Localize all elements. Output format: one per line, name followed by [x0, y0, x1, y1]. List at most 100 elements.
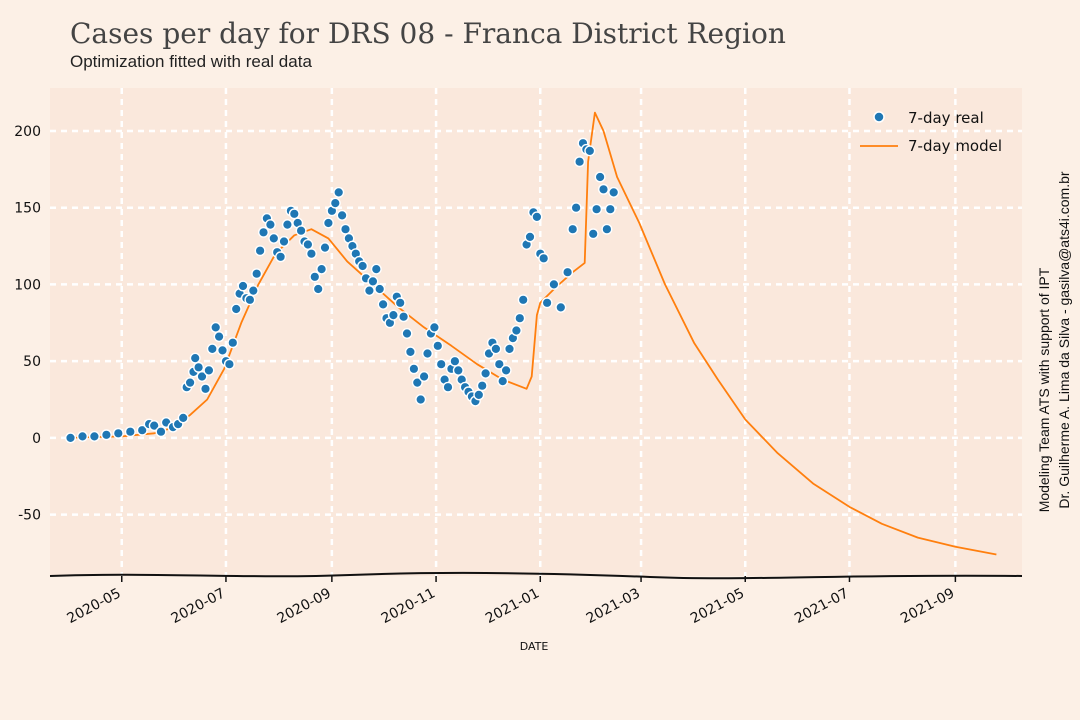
real-point: [370, 263, 382, 275]
real-point: [309, 271, 321, 283]
real-point: [88, 430, 100, 442]
real-point: [548, 278, 560, 290]
real-point: [538, 252, 550, 264]
x-tick-label: 2021-09: [898, 585, 957, 627]
real-point: [329, 197, 341, 209]
real-point: [524, 231, 536, 243]
y-tick-label: -50: [18, 508, 41, 524]
real-point: [223, 358, 235, 370]
real-point: [500, 364, 512, 376]
real-point: [112, 427, 124, 439]
x-tick-label: 2020-11: [379, 585, 438, 627]
model-line: [70, 111, 997, 556]
real-point: [394, 297, 406, 309]
real-point: [449, 355, 461, 367]
grid: [50, 88, 1022, 576]
real-point: [213, 331, 225, 343]
real-point: [608, 186, 620, 198]
real-point: [312, 283, 324, 295]
real-point: [574, 156, 586, 168]
real-point: [476, 380, 488, 392]
real-point: [333, 186, 345, 198]
real-point: [401, 328, 413, 340]
real-point: [177, 412, 189, 424]
real-point: [295, 225, 307, 237]
real-point: [155, 426, 167, 438]
real-point: [562, 266, 574, 278]
x-axis-label: DATE: [520, 640, 549, 653]
real-point: [363, 285, 375, 297]
real-point: [555, 301, 567, 313]
x-tick-label: 2020-07: [169, 585, 228, 627]
legend-label-model: 7-day model: [908, 137, 1002, 155]
real-point: [570, 202, 582, 214]
real-point: [408, 363, 420, 375]
real-point: [377, 298, 389, 310]
real-point: [493, 358, 505, 370]
real-point: [404, 346, 416, 358]
real-point: [587, 228, 599, 240]
real-point: [367, 275, 379, 287]
y-tick-label: 100: [14, 277, 41, 293]
real-point: [601, 223, 613, 235]
real-point: [567, 223, 579, 235]
real-point: [316, 263, 328, 275]
x-tick-label: 2020-09: [275, 585, 334, 627]
real-point: [196, 371, 208, 383]
real-point: [216, 344, 228, 356]
real-point: [598, 183, 610, 195]
legend-label-real: 7-day real: [908, 109, 984, 127]
real-point: [322, 217, 334, 229]
real-point: [302, 238, 314, 250]
real-points-group: [64, 137, 620, 444]
x-tick-label: 2021-01: [483, 585, 542, 627]
real-point: [340, 223, 352, 235]
real-point: [288, 208, 300, 220]
real-point: [411, 377, 423, 389]
real-point: [264, 219, 276, 231]
real-point: [374, 283, 386, 295]
real-point: [594, 171, 606, 183]
real-point: [237, 280, 249, 292]
real-point: [281, 219, 293, 231]
real-point: [435, 358, 447, 370]
legend: 7-day real 7-day model: [860, 109, 1002, 155]
real-point: [244, 294, 256, 306]
real-point: [387, 309, 399, 321]
real-point: [247, 285, 259, 297]
real-point: [415, 394, 427, 406]
x-tick-labels: 2020-05 2020-07 2020-09 2020-11 2021-01 2021-…: [64, 576, 957, 627]
real-point: [584, 145, 596, 157]
x-tick-label: 2021-05: [688, 585, 747, 627]
real-point: [254, 245, 266, 257]
chart-title: Cases per day for DRS 08 - Franca Distri…: [70, 17, 786, 50]
x-tick-label: 2020-05: [64, 585, 123, 627]
y-tick-label: 200: [14, 124, 41, 140]
real-point: [305, 248, 317, 260]
real-point: [398, 311, 410, 323]
model-line-group: [70, 111, 997, 556]
real-point: [497, 375, 509, 387]
real-point: [531, 211, 543, 223]
real-point: [319, 242, 331, 254]
y-tick-label: 150: [14, 201, 41, 217]
real-point: [206, 343, 218, 355]
real-point: [189, 352, 201, 364]
real-point: [432, 340, 444, 352]
real-point: [517, 294, 529, 306]
real-point: [480, 367, 492, 379]
x-tick-label: 2021-03: [584, 585, 643, 627]
real-point: [124, 426, 136, 438]
real-point: [442, 381, 454, 393]
real-point: [278, 235, 290, 247]
real-point: [76, 430, 88, 442]
real-point: [541, 297, 553, 309]
real-point: [203, 364, 215, 376]
y-tick-label: 50: [23, 354, 41, 370]
real-point: [193, 361, 205, 373]
legend-marker-real: [873, 111, 885, 123]
real-point: [64, 432, 76, 444]
real-point: [184, 377, 196, 389]
y-tick-label: 0: [32, 431, 41, 447]
